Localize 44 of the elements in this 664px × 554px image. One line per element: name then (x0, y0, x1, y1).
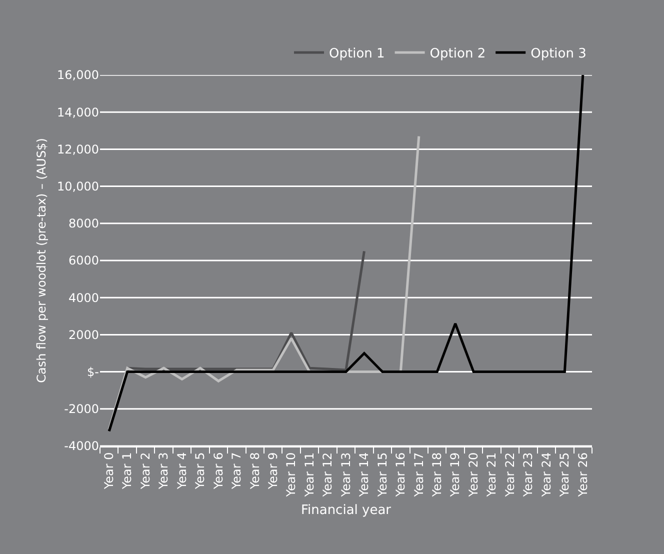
x-tick-label: Year 20 (466, 452, 480, 498)
x-tick-label: Year 13 (338, 452, 353, 498)
x-tick-label: Year 1 (120, 452, 134, 490)
x-tick-label: Year 7 (230, 452, 244, 490)
legend-label: Option 1 (329, 46, 385, 62)
y-tick-label: 14,000 (57, 105, 99, 120)
x-tick-label: Year 0 (102, 452, 116, 490)
x-tick-label: Year 25 (558, 452, 572, 498)
x-tick-label: Year 8 (248, 452, 262, 490)
x-tick-label: Year 16 (394, 452, 408, 498)
y-tick-label: 6000 (68, 254, 99, 268)
y-tick-label: 8000 (68, 216, 99, 231)
y-tick-label: 2000 (68, 328, 99, 342)
x-tick-label: Year 9 (266, 452, 280, 490)
legend-label: Option 3 (530, 46, 586, 62)
y-tick-label: -4000 (64, 439, 99, 454)
x-tick-label: Year 22 (502, 452, 517, 498)
y-tick-label: -2000 (64, 402, 99, 416)
x-tick-label: Year 19 (448, 452, 462, 498)
x-tick-label: Year 14 (357, 452, 372, 498)
x-tick-label: Year 11 (302, 452, 316, 498)
legend-label: Option 2 (430, 46, 486, 62)
x-tick-label: Year 6 (211, 452, 226, 490)
x-tick-label: Year 3 (156, 452, 171, 490)
x-tick-label: Year 5 (193, 452, 208, 490)
x-tick-label: Year 2 (138, 452, 152, 490)
y-tick-label: 16,000 (57, 68, 99, 82)
x-tick-label: Year 23 (521, 452, 536, 498)
x-tick-label: Year 12 (320, 452, 335, 498)
y-tick-label: $- (87, 365, 99, 379)
x-tick-label: Year 17 (412, 452, 426, 498)
y-tick-label: 10,000 (57, 180, 99, 194)
y-axis-title: Cash flow per woodlot (pre-tax) – (AUS$) (34, 138, 48, 383)
x-tick-label: Year 15 (375, 452, 390, 498)
x-axis-title: Financial year (300, 503, 392, 518)
y-tick-label: 12,000 (57, 142, 99, 156)
x-tick-label: Year 10 (284, 452, 298, 498)
x-tick-label: Year 26 (576, 452, 590, 498)
x-tick-label: Year 24 (539, 452, 554, 498)
x-tick-label: Year 21 (484, 452, 499, 498)
y-tick-label: 4000 (68, 290, 99, 305)
x-tick-label: Year 18 (430, 452, 444, 498)
x-tick-label: Year 4 (174, 452, 189, 490)
line-series (108, 75, 584, 432)
